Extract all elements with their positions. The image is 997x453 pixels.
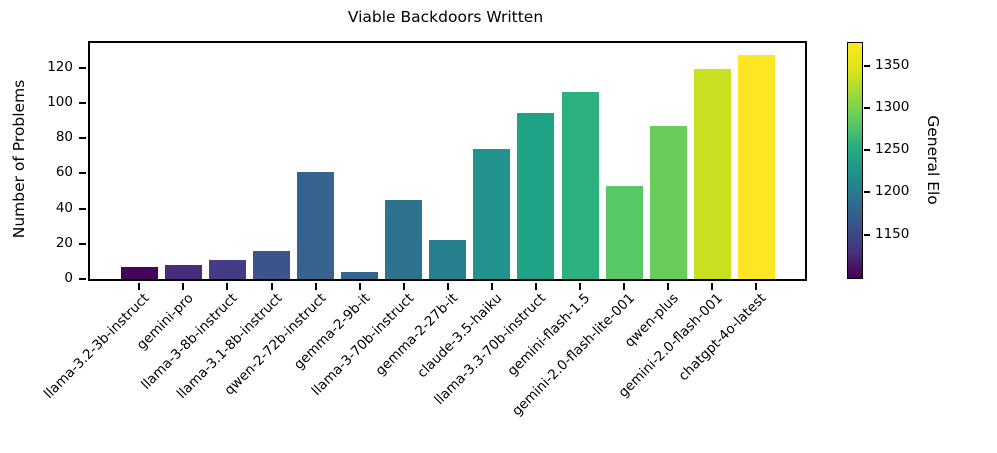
bar-gemini-flash-1.5 [561,92,599,279]
colorbar-tick-mark [864,64,870,67]
bar-llama-3-70b-instruct [385,199,423,279]
x-tick-mark [314,283,317,290]
y-tick-mark [79,101,86,104]
bar-claude-3.5-haiku [473,148,511,279]
colorbar-tick-label: 1350 [875,56,910,73]
x-tick-mark [182,283,185,290]
y-axis-label: Number of Problems [10,79,28,239]
x-tick-mark [755,283,758,290]
colorbar-tick-label: 1150 [875,225,910,242]
bar-chatgpt-4o-latest [737,55,775,279]
x-tick-mark [402,283,405,290]
colorbar [847,42,863,279]
bar-llama-3-8b-instruct [208,259,246,279]
colorbar-tick-mark [864,106,870,109]
y-tick-label: 120 [47,58,73,75]
y-tick-label: 60 [55,164,73,181]
colorbar-label: General Elo [924,115,942,205]
bar-gemma-2-9b-it [341,271,379,279]
x-tick-mark [579,283,581,290]
x-tick-label: chatgpt-4o-latest [675,290,770,385]
bar-gemini-2.0-flash-001 [693,69,731,279]
bar-llama-3.2-3b-instruct [120,266,158,279]
y-tick-label: 40 [55,199,73,216]
x-tick-label: llama-3.2-3b-instruct [41,290,153,402]
x-tick-mark [446,283,449,290]
chart-title: Viable Backdoors Written [347,8,544,26]
y-tick-mark [79,278,86,280]
bar-gemma-2-27b-it [429,240,467,279]
bar-qwen-plus [649,125,687,279]
x-tick-mark [138,283,141,290]
x-tick-mark [490,283,493,290]
bar-llama-3.3-70b-instruct [517,113,555,279]
x-tick-mark [358,283,361,290]
y-tick-label: 0 [64,270,73,286]
y-tick-mark [79,66,86,69]
colorbar-tick-label: 1250 [875,141,910,158]
x-tick-mark [623,283,626,290]
y-tick-label: 20 [55,234,73,251]
colorbar-tick-label: 1200 [875,183,910,200]
bar-gemini-2.0-flash-lite-001 [605,185,643,279]
x-tick-mark [270,283,273,290]
colorbar-tick-mark [864,191,870,194]
plot-area: 0 20 40 60 80 100 120 llama-3.2-3b-instruct gem… [41,41,807,419]
y-tick-label: 80 [55,129,73,146]
x-tick-mark [226,283,229,290]
y-tick-mark [79,242,86,245]
y-tick-mark [79,172,86,175]
y-tick-mark [79,137,86,140]
colorbar-tick-mark [864,149,870,152]
y-tick-label: 100 [47,93,73,110]
y-tick-mark [79,207,86,210]
bar-gemini-pro [164,264,202,279]
colorbar-tick-label: 1300 [875,98,910,115]
bar-llama-3.1-8b-instruct [253,250,290,279]
x-tick-mark [534,283,537,290]
bar-qwen-2-72b-instruct [297,171,335,279]
colorbar-tick-mark [864,233,870,236]
x-tick-mark [711,283,714,290]
x-tick-mark [667,283,670,290]
